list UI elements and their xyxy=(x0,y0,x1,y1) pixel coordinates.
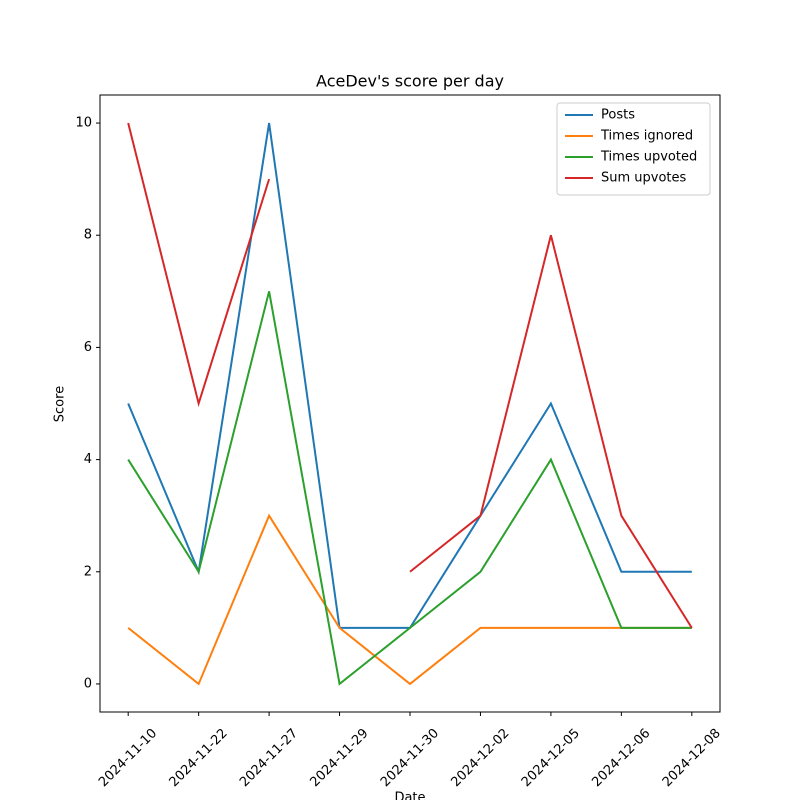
series-line xyxy=(127,122,692,629)
chart-title: AceDev's score per day xyxy=(316,72,504,91)
y-tick-label: 10 xyxy=(75,116,92,131)
series-line xyxy=(127,122,693,629)
legend-box xyxy=(556,102,711,196)
y-tick-label: 6 xyxy=(84,340,92,355)
x-tick-label: 2024-11-29 xyxy=(308,726,372,790)
x-tick-label: 2024-12-08 xyxy=(660,726,724,790)
legend-label: Times ignored xyxy=(600,129,693,144)
x-axis-label: Date xyxy=(394,791,425,800)
y-tick-label: 8 xyxy=(84,228,92,243)
legend-label: Posts xyxy=(601,108,635,123)
series-line xyxy=(127,513,692,686)
y-tick-label: 2 xyxy=(84,564,92,579)
x-tick-label: 2024-11-30 xyxy=(378,726,442,790)
series-line xyxy=(127,291,692,686)
legend-label: Sum upvotes xyxy=(601,171,687,186)
y-axis-label: Score xyxy=(53,386,68,422)
y-tick-label: 0 xyxy=(84,676,92,691)
legend-label: Times upvoted xyxy=(600,150,697,165)
y-tick-label: 4 xyxy=(84,452,92,467)
x-tick-label: 2024-12-05 xyxy=(519,726,583,790)
x-tick-label: 2024-11-22 xyxy=(167,726,231,790)
x-tick-label: 2024-11-10 xyxy=(96,726,160,790)
x-tick-label: 2024-11-27 xyxy=(237,726,301,790)
x-tick-label: 2024-12-02 xyxy=(448,726,512,790)
x-tick-label: 2024-12-06 xyxy=(589,726,653,790)
